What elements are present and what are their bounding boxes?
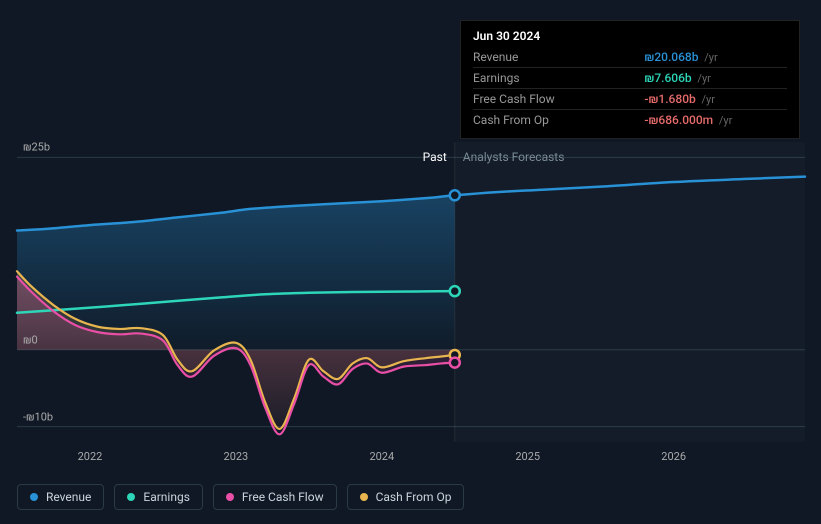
tooltip-row-value: ₪20.068b /yr — [644, 47, 787, 68]
forecast-section-label: Analysts Forecasts — [463, 150, 565, 164]
tooltip-row: Revenue₪20.068b /yr — [473, 47, 787, 68]
tooltip-row-label: Revenue — [473, 47, 644, 68]
y-axis-tick: ₪25b — [23, 141, 50, 154]
past-section-label: Past — [405, 150, 447, 164]
tooltip-row: Earnings₪7.606b /yr — [473, 68, 787, 89]
chart-legend: Revenue Earnings Free Cash Flow Cash From O… — [17, 484, 464, 510]
x-axis-tick: 2022 — [78, 450, 103, 463]
legend-item-earnings[interactable]: Earnings — [114, 484, 203, 510]
legend-dot-icon — [360, 493, 368, 501]
x-axis-tick: 2024 — [369, 450, 394, 463]
x-axis-tick: 2023 — [224, 450, 249, 463]
legend-dot-icon — [226, 493, 234, 501]
legend-label: Revenue — [46, 490, 91, 504]
tooltip-date: Jun 30 2024 — [473, 29, 787, 43]
x-axis-tick: 2025 — [515, 450, 540, 463]
tooltip-row-label: Free Cash Flow — [473, 89, 644, 110]
y-axis-tick: -₪10b — [23, 410, 53, 423]
legend-item-cfo[interactable]: Cash From Op — [347, 484, 465, 510]
tooltip-row: Cash From Op-₪686.000m /yr — [473, 110, 787, 131]
chart-container: Jun 30 2024 Revenue₪20.068b /yrEarnings₪… — [0, 0, 821, 524]
tooltip-row-label: Earnings — [473, 68, 644, 89]
legend-label: Free Cash Flow — [242, 490, 324, 504]
tooltip-table: Revenue₪20.068b /yrEarnings₪7.606b /yrFr… — [473, 47, 787, 130]
legend-dot-icon — [30, 493, 38, 501]
legend-item-revenue[interactable]: Revenue — [17, 484, 104, 510]
legend-dot-icon — [127, 493, 135, 501]
tooltip-row-label: Cash From Op — [473, 110, 644, 131]
y-axis-tick: ₪0 — [23, 333, 38, 346]
tooltip-row-value: ₪7.606b /yr — [644, 68, 787, 89]
legend-label: Earnings — [143, 490, 190, 504]
tooltip-row: Free Cash Flow-₪1.680b /yr — [473, 89, 787, 110]
legend-label: Cash From Op — [376, 490, 452, 504]
tooltip-row-value: -₪686.000m /yr — [644, 110, 787, 131]
x-axis-tick: 2026 — [661, 450, 686, 463]
tooltip-row-value: -₪1.680b /yr — [644, 89, 787, 110]
chart-tooltip: Jun 30 2024 Revenue₪20.068b /yrEarnings₪… — [460, 20, 800, 139]
legend-item-fcf[interactable]: Free Cash Flow — [213, 484, 337, 510]
